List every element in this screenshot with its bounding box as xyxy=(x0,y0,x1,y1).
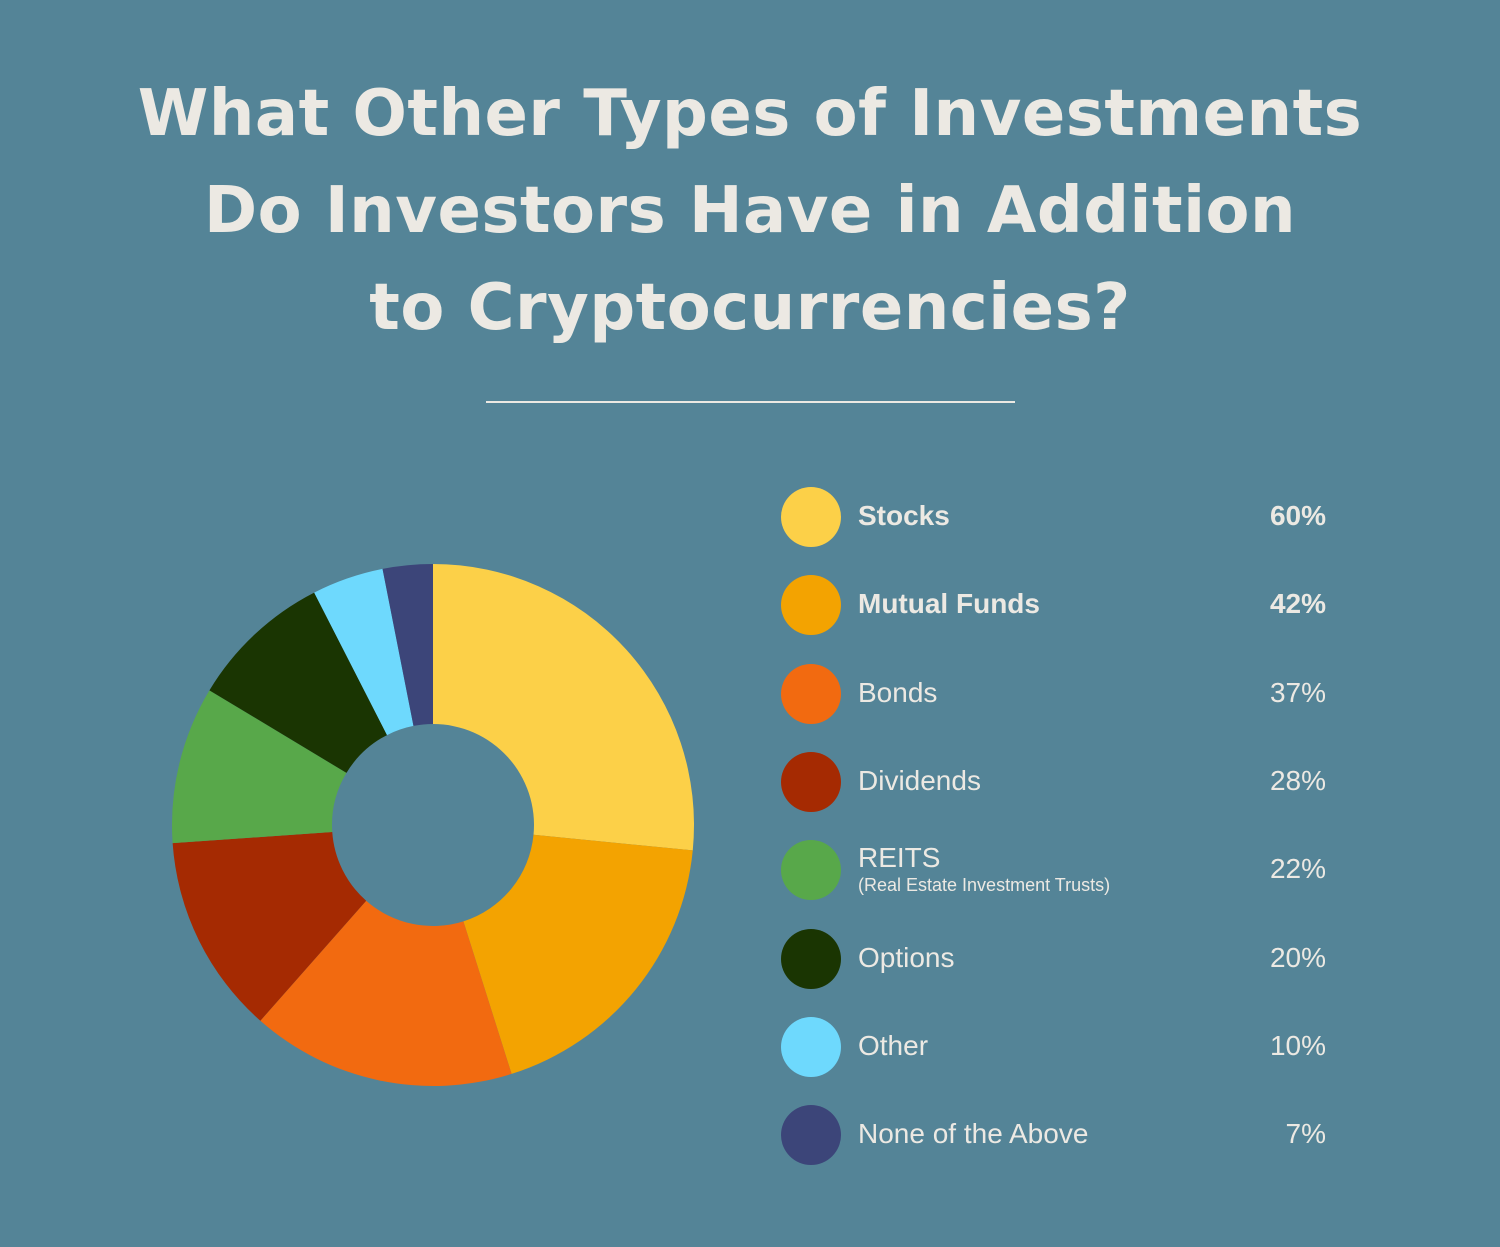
legend-label-mutual-funds: Mutual Funds xyxy=(858,588,1040,619)
legend-value-mutual-funds: 42% xyxy=(1269,588,1326,619)
legend-swatch-bonds xyxy=(781,664,841,724)
donut-slice-dividends xyxy=(172,832,367,1021)
legend-item-stocks: Stocks 60% xyxy=(781,487,1326,547)
legend-label-options: Options xyxy=(858,942,955,973)
legend-sublabel-reits: (Real Estate Investment Trusts) xyxy=(858,875,1111,895)
legend-value-options: 20% xyxy=(1269,942,1326,973)
legend-item-reits: REITS (Real Estate Investment Trusts) 22… xyxy=(781,840,1326,900)
title-line-2: Do Investors Have in Addition xyxy=(203,174,1297,248)
legend-item-dividends: Dividends 28% xyxy=(781,752,1326,812)
legend-swatch-none-of-the-above xyxy=(781,1105,841,1165)
legend-item-mutual-funds: Mutual Funds 42% xyxy=(781,575,1326,635)
donut-slice-options xyxy=(209,592,388,773)
legend-swatch-mutual-funds xyxy=(781,575,841,635)
title-line-3: to Cryptocurrencies? xyxy=(369,271,1131,345)
legend-item-other: Other 10% xyxy=(781,1017,1326,1077)
legend-value-reits: 22% xyxy=(1269,853,1326,884)
legend-label-none-of-the-above: None of the Above xyxy=(858,1118,1089,1149)
legend-item-options: Options 20% xyxy=(781,929,1326,989)
legend-value-stocks: 60% xyxy=(1269,500,1326,531)
legend-value-other: 10% xyxy=(1269,1030,1326,1061)
legend-swatch-other xyxy=(781,1017,841,1077)
legend-label-dividends: Dividends xyxy=(858,765,981,796)
legend-swatch-dividends xyxy=(781,752,841,812)
title-divider xyxy=(486,401,1015,403)
title-line-1: What Other Types of Investments xyxy=(137,77,1363,151)
donut-slice-stocks xyxy=(433,564,694,851)
donut-slice-other xyxy=(314,568,414,736)
legend-swatch-reits xyxy=(781,840,841,900)
donut-slice-bonds xyxy=(260,900,512,1086)
legend-label-reits: REITS xyxy=(858,842,941,873)
legend-label-bonds: Bonds xyxy=(858,677,938,708)
legend-label-other: Other xyxy=(858,1030,929,1061)
legend-label-reits-wrap: REITS (Real Estate Investment Trusts) xyxy=(858,840,1110,896)
legend-value-dividends: 28% xyxy=(1269,765,1326,796)
legend-swatch-stocks xyxy=(781,487,841,547)
legend-swatch-options xyxy=(781,929,841,989)
donut-slice-reits xyxy=(172,690,347,844)
legend-item-bonds: Bonds 37% xyxy=(781,664,1326,724)
legend-value-none-of-the-above: 7% xyxy=(1285,1118,1326,1149)
legend-value-bonds: 37% xyxy=(1269,677,1326,708)
legend-item-none-of-the-above: None of the Above 7% xyxy=(781,1105,1326,1165)
legend-label-stocks: Stocks xyxy=(858,500,950,531)
chart-title: What Other Types of Investments Do Inves… xyxy=(0,66,1500,357)
donut-slice-mutual-funds xyxy=(463,834,693,1074)
donut-slice-none-of-the-above xyxy=(382,564,433,726)
donut-chart xyxy=(172,564,694,1086)
